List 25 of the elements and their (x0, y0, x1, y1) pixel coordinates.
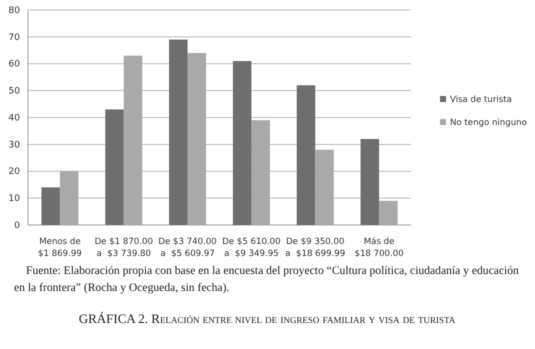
y-tick-label: 40 (8, 113, 20, 124)
x-tick-label: De $9 350.00 a $18 699.99 (285, 237, 346, 259)
y-tick-label: 70 (8, 32, 20, 43)
y-tick-label: 60 (8, 60, 20, 70)
x-tick-label: Más de $18 700.00 (354, 237, 404, 259)
bar (41, 187, 60, 225)
y-tick-label: 80 (8, 6, 20, 16)
bar (232, 61, 252, 225)
y-tick-label: 0 (14, 220, 20, 231)
x-tick-label: Menos de $1 869.99 (38, 237, 82, 259)
y-tick-label: 30 (8, 140, 20, 150)
x-tick-label: De $5 610.00 a $9 349.95 (222, 237, 281, 259)
bar (169, 40, 188, 225)
bar (296, 85, 316, 225)
y-tick-label: 20 (8, 167, 20, 178)
y-tick-label: 50 (8, 86, 20, 97)
y-tick-label: 10 (8, 194, 20, 204)
legend-label: No tengo ninguno (450, 118, 527, 128)
x-tick-label: De $1 870.00 a $3 739.80 (94, 237, 153, 259)
bar (360, 139, 380, 225)
source-note: Fuente: Elaboración propia con base en la encuesta del proyecto “Cultura política, ciudadanía y educación en la frontera” (Rocha y Ocegueda, sin fecha). (14, 264, 520, 294)
legend-label: Visa de turista (450, 95, 512, 105)
x-tick-label: De $3 740.00 a $5 609.97 (158, 237, 217, 259)
text: GRÁFICA 2. Relación entre nivel de ingreso familiar y visa de turista (78, 311, 456, 326)
bar (105, 109, 124, 225)
